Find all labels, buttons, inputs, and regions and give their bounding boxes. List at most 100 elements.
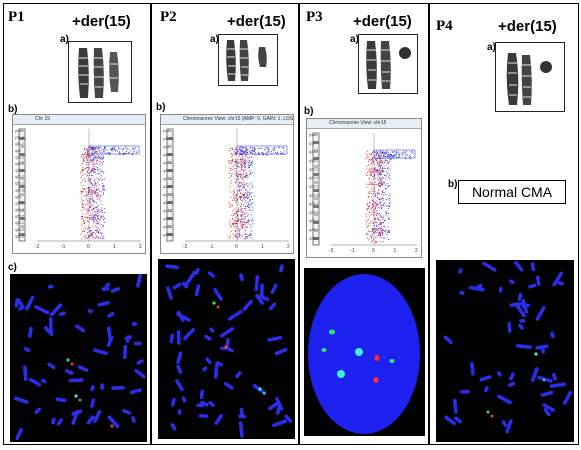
- probe-point: [82, 170, 84, 172]
- band-label: p11.2: [15, 136, 24, 140]
- chromosome-shape: [131, 416, 136, 423]
- probe-point: [95, 184, 97, 186]
- probe-point: [371, 207, 373, 209]
- axis-tick-label: 1: [394, 248, 397, 254]
- probe-point: [245, 184, 247, 186]
- probe-point: [378, 172, 380, 174]
- probe-point: [229, 148, 231, 150]
- probe-point: [374, 177, 377, 179]
- probe-point: [95, 193, 97, 195]
- probe-point: [375, 167, 377, 169]
- probe-point: [241, 195, 243, 197]
- probe-point: [373, 169, 375, 171]
- probe-point: [382, 217, 384, 219]
- probe-point: [380, 180, 382, 183]
- probe-point: [383, 215, 385, 217]
- probe-point: [231, 172, 233, 174]
- probe-point-gain: [264, 149, 266, 151]
- probe-point: [244, 207, 246, 209]
- probe-point: [379, 165, 381, 167]
- chromosome-shape: [101, 286, 110, 291]
- chromosome-shape: [23, 346, 31, 353]
- probe-point: [387, 167, 389, 169]
- probe-point: [243, 161, 245, 163]
- probe-point: [377, 171, 379, 173]
- probe-point: [239, 175, 242, 177]
- probe-point: [374, 208, 376, 210]
- probe-point: [87, 204, 89, 206]
- probe-point: [252, 220, 254, 222]
- probe-point: [235, 152, 237, 154]
- probe-point: [382, 182, 384, 184]
- probe-point: [96, 230, 98, 232]
- probe-point: [380, 231, 382, 233]
- probe-point: [81, 179, 84, 182]
- probe-point: [249, 199, 251, 201]
- probe-point-gain: [380, 155, 382, 157]
- probe-point: [249, 200, 251, 202]
- probe-point: [365, 213, 368, 215]
- label-b: b): [156, 102, 166, 113]
- probe-point: [389, 202, 391, 204]
- chromosome-shape: [498, 286, 503, 293]
- probe-point: [236, 165, 239, 167]
- probe-point: [377, 155, 380, 157]
- probe-point: [83, 223, 85, 225]
- probe-point: [366, 223, 368, 225]
- probe-point-gain: [99, 146, 101, 148]
- probe-point: [90, 159, 92, 161]
- probe-point: [372, 206, 374, 208]
- probe-point: [235, 167, 238, 169]
- probe-point: [245, 161, 247, 163]
- probe-point: [88, 186, 90, 188]
- probe-point: [97, 209, 99, 211]
- probe-point: [238, 166, 240, 168]
- cma-scatter: p12p11.2q12q13.2q15.1q21.1q21.2q22.1q22.…: [163, 128, 290, 250]
- probe-point: [242, 188, 244, 190]
- probe-point: [380, 184, 382, 186]
- probe-point: [82, 213, 84, 215]
- band-label: q26.1: [163, 225, 172, 229]
- probe-point-gain: [408, 154, 411, 156]
- band-label: q12: [163, 145, 169, 149]
- fish-image: [158, 259, 295, 439]
- probe-point: [233, 173, 235, 175]
- probe-point: [233, 153, 235, 155]
- probe-point: [98, 215, 100, 217]
- probe-point: [230, 235, 232, 237]
- probe-point: [386, 183, 388, 185]
- probe-point-gain: [404, 156, 406, 158]
- probe-point: [240, 209, 242, 211]
- band-label: q11.2: [15, 142, 24, 146]
- probe-point: [86, 148, 88, 150]
- probe-point: [96, 198, 98, 201]
- band-label: q15.1: [15, 162, 24, 166]
- probe-point: [365, 216, 367, 218]
- cma-plot: Chromosome View: chr15 (AMP: 0, GAIN: 1,…: [160, 114, 294, 254]
- probe-point-gain: [405, 154, 407, 156]
- probe-point: [103, 185, 105, 187]
- probe-point: [383, 204, 385, 206]
- probe-point: [97, 194, 100, 196]
- band-label: p11.2: [163, 137, 172, 141]
- probe-point: [246, 174, 248, 176]
- probe-point: [99, 190, 101, 192]
- probe-point: [379, 160, 381, 162]
- probe-point: [374, 225, 376, 227]
- probe-point: [388, 230, 390, 232]
- probe-point: [88, 230, 90, 232]
- probe-point: [237, 233, 239, 235]
- band-label: q15.1: [309, 159, 318, 163]
- probe-point-gain: [273, 148, 275, 150]
- chromosome-shape: [196, 403, 204, 408]
- probe-point-gain: [396, 151, 398, 153]
- probe-point: [97, 195, 99, 197]
- probe-point-gain: [254, 152, 256, 154]
- probe-point: [375, 196, 377, 198]
- fish-signal: [66, 358, 70, 362]
- probe-point: [100, 235, 102, 237]
- chromosome-shape: [515, 304, 526, 318]
- probe-point-gain: [124, 152, 126, 154]
- probe-point: [381, 162, 383, 164]
- probe-point: [241, 228, 243, 230]
